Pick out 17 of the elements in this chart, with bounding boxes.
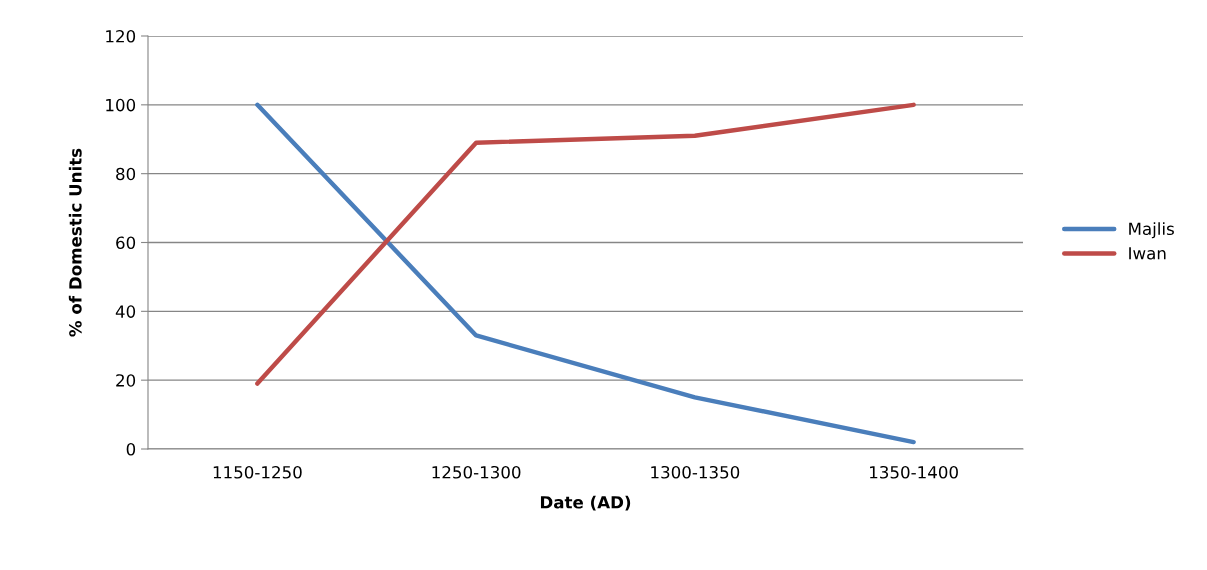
- x-tick-label: 1300-1350: [651, 465, 740, 479]
- y-tick-label: 80: [116, 167, 136, 181]
- legend-label: Majlis: [1129, 222, 1174, 239]
- line-series: [255, 102, 916, 445]
- y-tick-label: 60: [116, 236, 136, 250]
- y-tick-label: 120: [106, 29, 136, 43]
- y-tick-label: 40: [115, 305, 136, 318]
- x-tick-label: 1350-1400: [870, 465, 958, 479]
- y-tick-label: 20: [116, 374, 136, 387]
- legend-label: Iwan: [1129, 247, 1166, 260]
- y-axis-title: % of Domestic Units: [68, 148, 82, 337]
- y-tick-label: 100: [106, 98, 136, 112]
- x-axis-title: Date (AD): [540, 495, 631, 511]
- x-tick-label: 1150-1250: [213, 465, 302, 479]
- line-series: [255, 102, 916, 386]
- y-tick-label: 0: [126, 442, 136, 456]
- x-tick-label: 1250-1300: [432, 465, 521, 479]
